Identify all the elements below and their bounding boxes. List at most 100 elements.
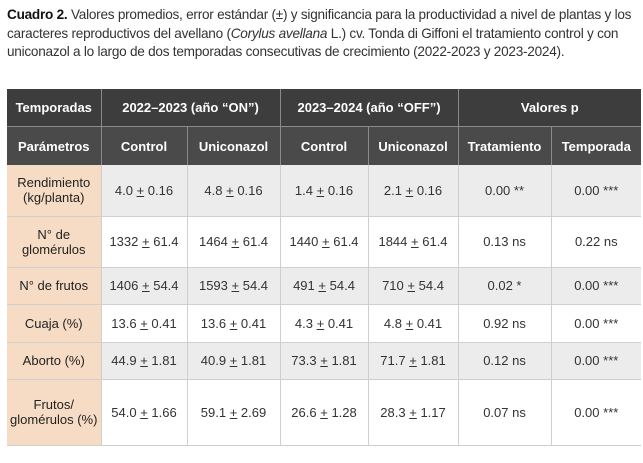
plus-minus-sign: + — [140, 404, 148, 420]
value-cell: 26.6 + 1.28 — [280, 379, 369, 446]
value-cell: 59.1 + 2.69 — [187, 379, 281, 446]
mean-value: 4.3 — [294, 315, 313, 331]
mean-value: 1844 — [378, 234, 408, 249]
table-body: Rendimiento (kg/planta) 4.0 + 0.16 4.8 + 0… — [7, 165, 642, 446]
value-cell: 73.3 + 1.81 — [280, 342, 369, 380]
p-value-tratamiento: 0.02 * — [458, 267, 552, 305]
mean-value: 1406 — [109, 278, 139, 293]
subheader-tratamiento: Tratamiento — [458, 126, 552, 165]
header-temporadas: Temporadas — [7, 89, 102, 127]
mean-value: 1440 — [289, 234, 319, 249]
parameter-cell: Rendimiento (kg/planta) — [7, 165, 102, 217]
mean-value: 59.1 — [200, 404, 227, 420]
standard-error-value: 54.4 — [153, 278, 179, 293]
p-value-tratamiento: 0.07 ns — [458, 379, 552, 446]
value-cell: 1332 + 61.4 — [101, 216, 188, 268]
p-value-tratamiento: 0.00 ** — [458, 165, 552, 217]
standard-error-value: 0.41 — [327, 315, 354, 331]
standard-error-value: 0.16 — [327, 182, 354, 198]
subheader-control-on: Control — [101, 126, 188, 165]
plus-minus-sign: + — [142, 234, 150, 249]
subheader-uniconazol-on: Uniconazol — [187, 126, 281, 165]
mean-value: 73.3 — [291, 353, 317, 368]
value-cell: 44.9 + 1.81 — [101, 342, 188, 380]
plus-minus-sign: + — [411, 234, 419, 249]
plus-minus-sign: + — [316, 182, 325, 198]
table-header-row: Temporadas 2022–2023 (año “ON”) 2023–202… — [7, 89, 642, 127]
standard-error-value: 2.69 — [240, 404, 267, 420]
value-cell: 13.6 + 0.41 — [187, 304, 281, 343]
p-value-tratamiento: 0.92 ns — [458, 304, 552, 343]
mean-value: 13.6 — [200, 315, 227, 331]
value-cell: 4.0 + 0.16 — [101, 165, 188, 217]
p-value-tratamiento: 0.12 ns — [458, 342, 552, 380]
value-cell: 710 + 54.4 — [368, 267, 459, 305]
subheader-parametros: Parámetros — [7, 126, 102, 165]
header-season-on: 2022–2023 (año “ON”) — [101, 89, 281, 127]
standard-error-value: 54.4 — [242, 278, 269, 293]
value-cell: 1.4 + 0.16 — [280, 165, 369, 217]
value-cell: 4.8 + 0.16 — [187, 165, 281, 217]
parameter-cell: N° de frutos — [7, 267, 102, 305]
standard-error-value: 61.4 — [422, 234, 448, 249]
subheader-uniconazol-off: Uniconazol — [368, 126, 459, 165]
caption-text-2: L.) cv. Tonda di Giffoni el tratamiento … — [7, 25, 619, 60]
table-row: Frutos/ glomérulos (%) 54.0 + 1.66 59.1 + … — [7, 379, 642, 446]
value-cell: 1593 + 54.4 — [187, 267, 281, 305]
plus-minus-sign: + — [229, 315, 238, 331]
value-cell: 4.3 + 0.41 — [280, 304, 369, 343]
plus-minus-sign: + — [231, 234, 240, 249]
mean-value: 40.9 — [200, 353, 227, 368]
mean-value: 4.0 — [114, 182, 133, 198]
value-cell: 491 + 54.4 — [280, 267, 369, 305]
p-value-temporada: 0.00 *** — [551, 267, 642, 305]
header-season-off: 2023–2024 (año “OFF”) — [280, 89, 459, 127]
standard-error-value: 0.41 — [416, 315, 443, 331]
standard-error-value: 1.17 — [420, 404, 446, 420]
plus-minus-sign: + — [405, 315, 414, 331]
table-subheader-row: Parámetros Control Uniconazol Control Un… — [7, 126, 642, 165]
mean-value: 1464 — [198, 234, 228, 249]
standard-error-value: 54.4 — [418, 278, 444, 293]
p-value-temporada: 0.00 *** — [551, 342, 642, 380]
plus-minus-sign: + — [142, 278, 150, 293]
value-cell: 2.1 + 0.16 — [368, 165, 459, 217]
plus-minus-sign: + — [407, 278, 415, 293]
value-cell: 1464 + 61.4 — [187, 216, 281, 268]
value-cell: 13.6 + 0.41 — [101, 304, 188, 343]
parameter-cell: N° de glomérulos — [7, 216, 102, 268]
p-value-temporada: 0.00 *** — [551, 304, 642, 343]
plus-minus-sign: + — [322, 234, 330, 249]
table-row: N° de frutos 1406 + 54.4 1593 + 54.4 491 + … — [7, 267, 642, 305]
mean-value: 26.6 — [291, 404, 317, 420]
mean-value: 44.9 — [111, 353, 137, 368]
mean-value: 1593 — [198, 278, 228, 293]
plus-minus-sign: + — [316, 315, 325, 331]
standard-error-value: 0.16 — [416, 182, 443, 198]
value-cell: 1440 + 61.4 — [280, 216, 369, 268]
mean-value: 54.0 — [111, 404, 137, 420]
standard-error-value: 1.81 — [331, 353, 357, 368]
plus-minus-sign: + — [229, 404, 238, 420]
standard-error-value: 1.28 — [331, 404, 357, 420]
table-caption: Cuadro 2. Valores promedios, error están… — [7, 6, 639, 62]
plus-minus-sign: + — [320, 353, 328, 368]
table-row: Rendimiento (kg/planta) 4.0 + 0.16 4.8 + 0… — [7, 165, 642, 217]
plus-minus-sign: + — [136, 182, 145, 198]
parameter-cell: Frutos/ glomérulos (%) — [7, 379, 102, 446]
plus-minus-sign: + — [409, 353, 417, 368]
standard-error-value: 1.81 — [151, 353, 177, 368]
plus-minus-sign: + — [229, 353, 238, 368]
plus-minus-sign: + — [140, 353, 148, 368]
p-value-temporada: 0.00 *** — [551, 165, 642, 217]
standard-error-value: 0.16 — [147, 182, 174, 198]
plus-minus-sign: + — [405, 182, 414, 198]
plus-minus-sign: + — [320, 404, 328, 420]
plus-minus-sign: + — [318, 278, 326, 293]
mean-value: 2.1 — [383, 182, 402, 198]
value-cell: 54.0 + 1.66 — [101, 379, 188, 446]
caption-species: Corylus avellana — [230, 25, 328, 41]
standard-error-value: 54.4 — [329, 278, 355, 293]
p-value-temporada: 0.00 *** — [551, 379, 642, 446]
p-value-temporada: 0.22 ns — [551, 216, 642, 268]
